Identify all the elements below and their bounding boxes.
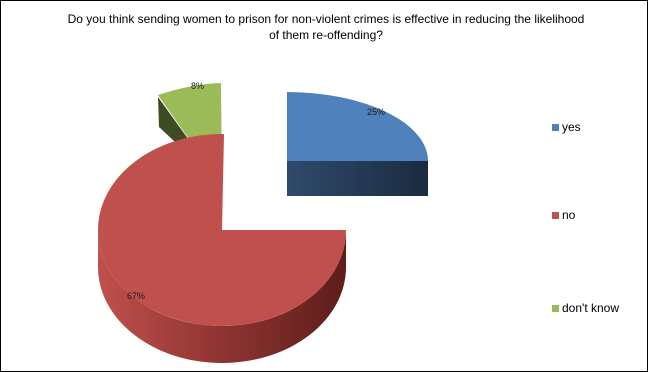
data-label-no: 67%: [127, 291, 145, 301]
legend-swatch-yes: [552, 123, 559, 131]
legend-swatch-dont-know: [552, 304, 559, 312]
data-label-dont-know: 8%: [191, 81, 204, 91]
pie-slice-no-side: [98, 230, 346, 363]
pie-slice-yes: [287, 92, 428, 161]
legend-item-no: no: [552, 207, 575, 223]
legend-label-yes: yes: [562, 120, 581, 134]
chart-title: Do you think sending women to prison for…: [67, 12, 585, 42]
legend-item-dont-know: don't know: [552, 300, 619, 316]
legend-item-yes: yes: [552, 119, 581, 135]
legend-label-dont-know: don't know: [562, 301, 619, 315]
data-label-yes: 25%: [367, 107, 385, 117]
legend-swatch-no: [552, 211, 559, 219]
legend-label-no: no: [562, 208, 576, 222]
pie-slice-no: [97, 133, 346, 326]
pie-slice-yes-side: [287, 161, 428, 196]
